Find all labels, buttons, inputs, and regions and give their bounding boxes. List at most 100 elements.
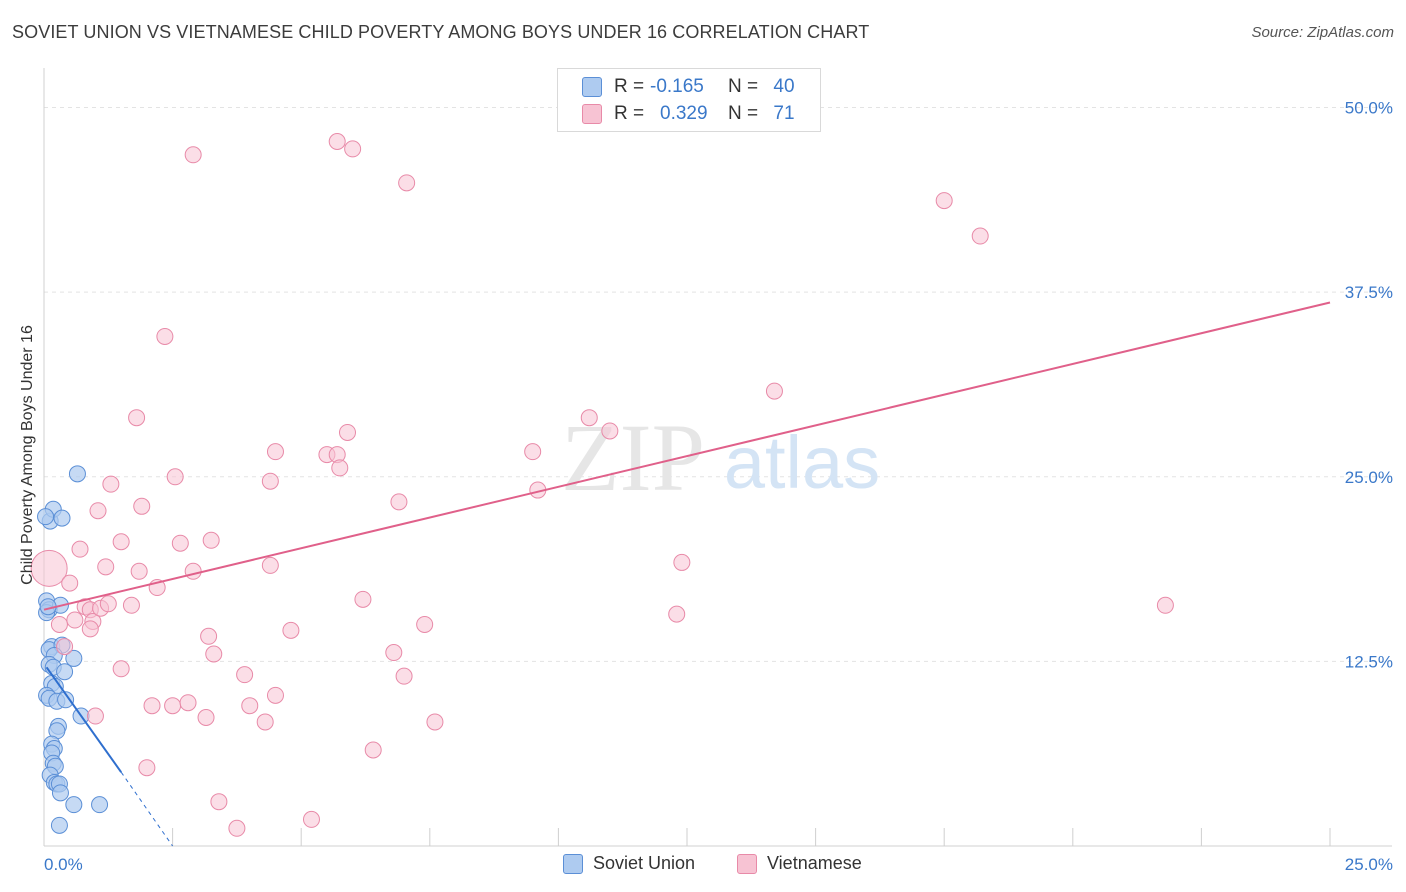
legend-r-label: R = (614, 103, 645, 124)
vietnamese-point (143, 697, 161, 715)
vietnamese-point (202, 531, 220, 549)
vietnamese-point (61, 574, 79, 592)
vietnamese-point (765, 382, 783, 400)
soviet-union-point (57, 691, 75, 709)
vietnamese-point (30, 549, 68, 587)
vietnamese-point (580, 409, 598, 427)
legend-n-label: N = (728, 103, 759, 124)
vietnamese-point (56, 638, 74, 656)
y-tick-label: 37.5% (1345, 283, 1393, 302)
grid (44, 107, 1392, 662)
vietnamese-point (71, 540, 89, 558)
y-tick-label: 25.0% (1345, 468, 1393, 487)
vietnamese-point (130, 562, 148, 580)
vietnamese-point (364, 741, 382, 759)
legend-r-value: 0.329 (660, 103, 708, 124)
vietnamese-point (81, 620, 99, 638)
vietnamese-point (164, 697, 182, 715)
vietnamese-point (89, 502, 107, 520)
bottom-legend-label-vietnamese: Vietnamese (767, 853, 862, 873)
vietnamese-point (282, 621, 300, 639)
vietnamese-point (261, 556, 279, 574)
vietnamese-point (133, 497, 151, 515)
soviet-union-trend-extension (120, 771, 174, 847)
vietnamese-point (228, 819, 246, 837)
vietnamese-point (200, 627, 218, 645)
bottom-legend-label-soviet: Soviet Union (593, 853, 696, 873)
vietnamese-point (416, 615, 434, 633)
axes (43, 68, 1392, 847)
vietnamese-point (524, 443, 542, 461)
legend-n-label: N = (728, 76, 759, 97)
legend-n-value: 71 (773, 103, 795, 124)
y-tick-label: 12.5% (1345, 652, 1393, 671)
vietnamese-point (138, 759, 156, 777)
vietnamese-point (210, 793, 228, 811)
vietnamese-point (668, 605, 686, 623)
soviet-union-point (65, 796, 83, 814)
legend-swatch-soviet (582, 77, 602, 97)
legend-n-value: 40 (773, 76, 795, 97)
trend-lines (43, 301, 1331, 847)
vietnamese-point (156, 327, 174, 345)
vietnamese-point (241, 697, 259, 715)
vietnamese-point (302, 810, 320, 828)
soviet-union-point (65, 649, 83, 667)
vietnamese-point (673, 553, 691, 571)
soviet-union-point (56, 663, 74, 681)
vietnamese-point (97, 558, 115, 576)
vietnamese-point (266, 686, 284, 704)
vietnamese-point (50, 615, 68, 633)
vietnamese-point (398, 174, 416, 192)
vietnamese-point (390, 493, 408, 511)
soviet-union-point (91, 796, 109, 814)
x-tick-label: 25.0% (1345, 855, 1393, 874)
soviet-union-point (50, 816, 68, 834)
vietnamese-point (426, 713, 444, 731)
vietnamese-point (328, 133, 346, 151)
chart-title: SOVIET UNION VS VIETNAMESE CHILD POVERTY… (12, 22, 870, 42)
vietnamese-point (184, 146, 202, 164)
vietnamese-point (385, 644, 403, 662)
vietnamese-point (261, 472, 279, 490)
vietnamese-point (338, 423, 356, 441)
bottom-legend-soviet[interactable]: Soviet Union (563, 853, 695, 874)
vietnamese-point (128, 409, 146, 427)
vietnamese-point (331, 459, 349, 477)
y-axis-label: Child Poverty Among Boys Under 16 (19, 325, 36, 585)
vietnamese-point (112, 660, 130, 678)
legend-r-value: -0.165 (650, 76, 704, 97)
bottom-legend-vietnamese[interactable]: Vietnamese (737, 853, 862, 874)
bottom-legend-swatch-soviet (563, 853, 583, 874)
vietnamese-trend-line (43, 301, 1331, 611)
vietnamese-point (184, 562, 202, 580)
legend-box: R = -0.165 N = 40 R = 0.329 N = 71 (557, 68, 821, 132)
vietnamese-point (179, 694, 197, 712)
legend-row-vietnamese: R = 0.329 N = 71 (582, 102, 804, 126)
vietnamese-point (99, 595, 117, 613)
soviet-union-points (37, 465, 109, 834)
y-tick-label: 50.0% (1345, 99, 1393, 118)
vietnamese-point (166, 468, 184, 486)
vietnamese-point (395, 667, 413, 685)
legend-swatch-vietnamese (582, 104, 602, 124)
vietnamese-point (1156, 596, 1174, 614)
soviet-union-point (68, 465, 86, 483)
vietnamese-point (236, 666, 254, 684)
soviet-union-point (37, 508, 55, 526)
vietnamese-point (344, 140, 362, 158)
legend-row-soviet: R = -0.165 N = 40 (582, 75, 804, 99)
bottom-legend-swatch-vietnamese (737, 853, 757, 874)
vietnamese-point (256, 713, 274, 731)
vietnamese-point (935, 192, 953, 210)
vietnamese-point (112, 533, 130, 551)
watermark-atlas: atlas (724, 421, 880, 504)
legend-r-label: R = (614, 76, 645, 97)
vietnamese-point (354, 590, 372, 608)
vietnamese-point (266, 443, 284, 461)
vietnamese-point (86, 707, 104, 725)
vietnamese-point (971, 227, 989, 245)
soviet-union-point (51, 784, 69, 802)
vietnamese-point (66, 611, 84, 629)
